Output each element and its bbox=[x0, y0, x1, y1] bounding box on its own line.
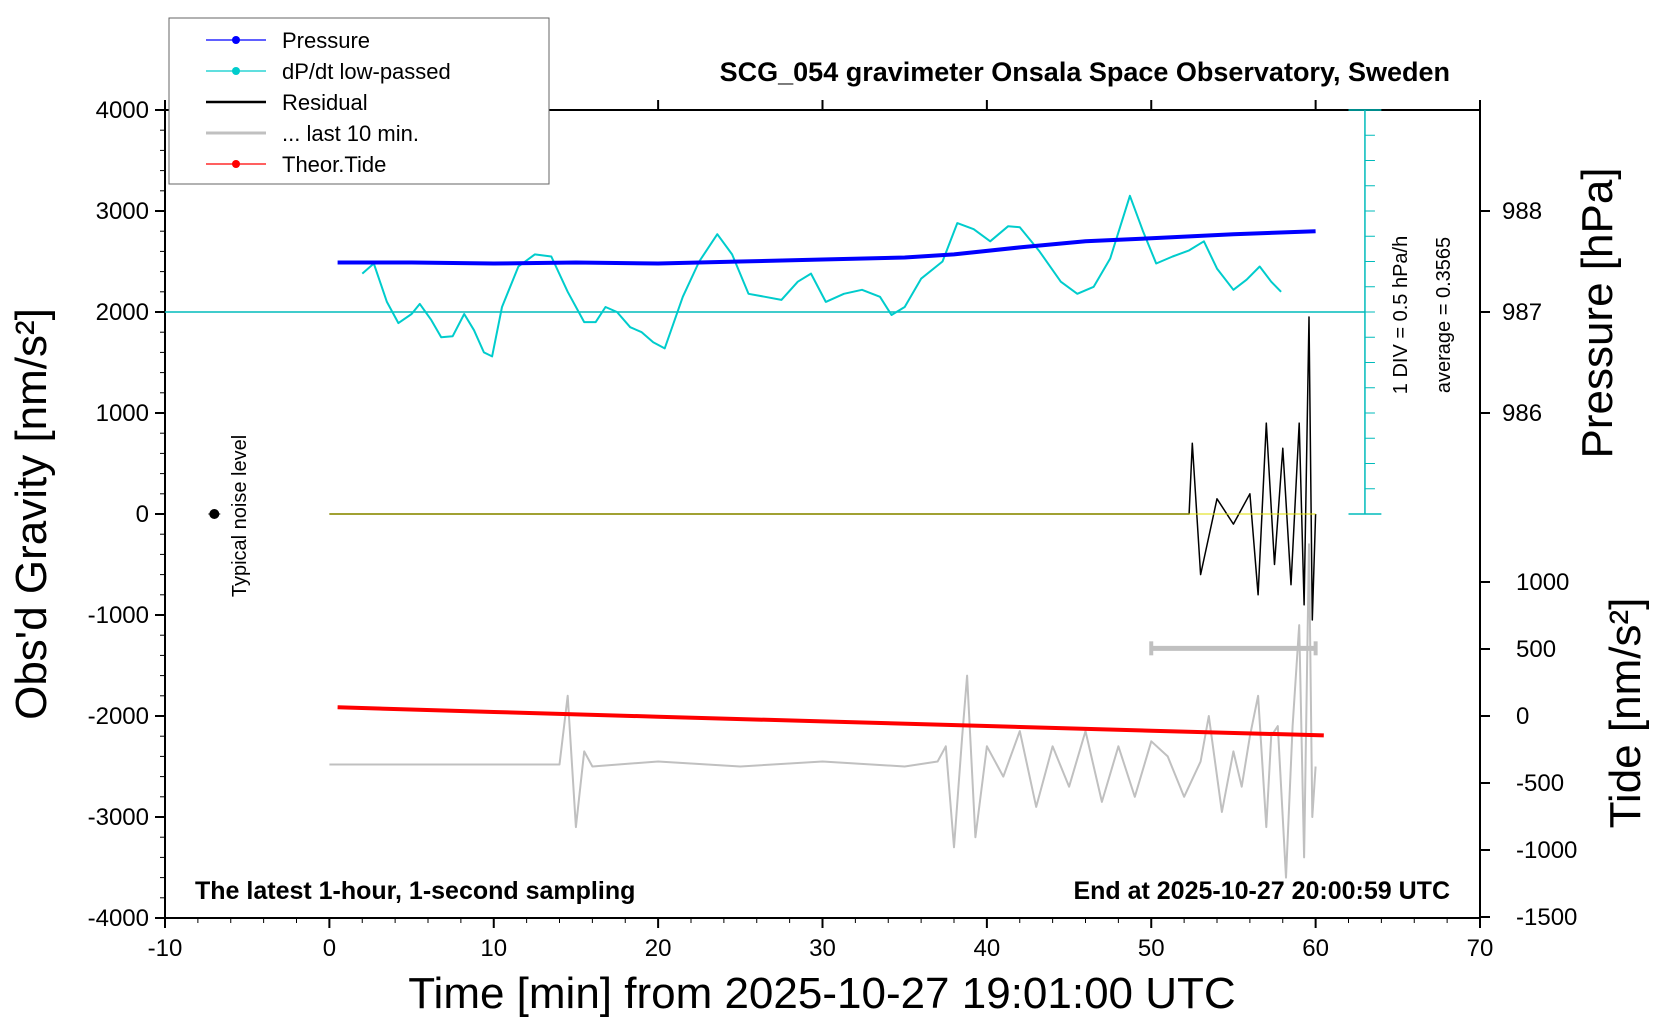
annotation-end-time: End at 2025-10-27 20:00:59 UTC bbox=[1073, 877, 1450, 905]
series-residual bbox=[329, 316, 1317, 621]
pressure-tick-label: 987 bbox=[1502, 299, 1542, 326]
y-tick-label: 1000 bbox=[96, 400, 149, 427]
y-tick-label: -2000 bbox=[88, 703, 149, 730]
annotation-sampling: The latest 1-hour, 1-second sampling bbox=[195, 877, 635, 905]
legend-entry: Theor.Tide bbox=[282, 152, 386, 177]
y-axis-label-left: Obs'd Gravity [nm/s²] bbox=[7, 308, 56, 720]
x-tick-label: 10 bbox=[480, 935, 507, 962]
legend-entry: dP/dt low-passed bbox=[282, 59, 451, 84]
x-tick-label: 40 bbox=[974, 935, 1001, 962]
y-axis-label-tide: Tide [nm/s²] bbox=[1601, 598, 1650, 829]
legend: Pressure dP/dt low-passed Residual ... last… bbox=[168, 17, 550, 185]
legend-marker bbox=[232, 36, 240, 44]
y-tick-label: -4000 bbox=[88, 905, 149, 932]
annotation-noise-level: Typical noise level bbox=[229, 435, 251, 597]
x-axis-label: Time [min] from 2025-10-27 19:01:00 UTC bbox=[408, 969, 1235, 1018]
x-tick-label: 30 bbox=[809, 935, 836, 962]
y-tick-label: -1000 bbox=[88, 602, 149, 629]
x-tick-label: 20 bbox=[645, 935, 672, 962]
legend-marker bbox=[232, 67, 240, 75]
y-tick-label: 3000 bbox=[96, 198, 149, 225]
y-tick-label: 4000 bbox=[96, 97, 149, 124]
legend-entry: ... last 10 min. bbox=[282, 121, 419, 146]
series-dpdt-lowpassed bbox=[361, 194, 1282, 358]
x-tick-label: -10 bbox=[148, 935, 183, 962]
axis-ticks: -10 0 10 20 30 40 50 60 70 4000 3000 2000 1000 0 -1000… bbox=[88, 97, 1578, 962]
annotation-div: 1 DIV = 0.5 hPa/h bbox=[1390, 236, 1412, 394]
y-tick-label: 2000 bbox=[96, 299, 149, 326]
x-tick-label: 0 bbox=[323, 935, 336, 962]
tide-tick-label: -500 bbox=[1516, 770, 1564, 797]
legend-marker bbox=[232, 160, 240, 168]
pressure-tick-label: 988 bbox=[1502, 198, 1542, 225]
tide-tick-label: -1000 bbox=[1516, 837, 1577, 864]
tide-tick-label: 500 bbox=[1516, 636, 1556, 663]
tide-tick-label: 0 bbox=[1516, 703, 1529, 730]
y-tick-label: -3000 bbox=[88, 804, 149, 831]
noise-marker bbox=[209, 509, 220, 519]
legend-entry: Residual bbox=[282, 90, 368, 115]
legend-entry: Pressure bbox=[282, 28, 370, 53]
annotation-average: average = 0.3565 bbox=[1433, 237, 1455, 393]
chart-title: SCG_054 gravimeter Onsala Space Observat… bbox=[720, 57, 1450, 87]
series-theor-tide bbox=[337, 705, 1324, 738]
pressure-tick-label: 986 bbox=[1502, 400, 1542, 427]
series-layer bbox=[165, 109, 1382, 879]
x-tick-label: 70 bbox=[1467, 935, 1494, 962]
tide-tick-label: -1500 bbox=[1516, 904, 1577, 931]
y-tick-label: 0 bbox=[136, 501, 149, 528]
tide-tick-label: 1000 bbox=[1516, 569, 1569, 596]
series-pressure bbox=[337, 229, 1316, 266]
y-axis-label-pressure: Pressure [hPa] bbox=[1573, 167, 1622, 458]
x-tick-label: 60 bbox=[1302, 935, 1329, 962]
x-tick-label: 50 bbox=[1138, 935, 1165, 962]
